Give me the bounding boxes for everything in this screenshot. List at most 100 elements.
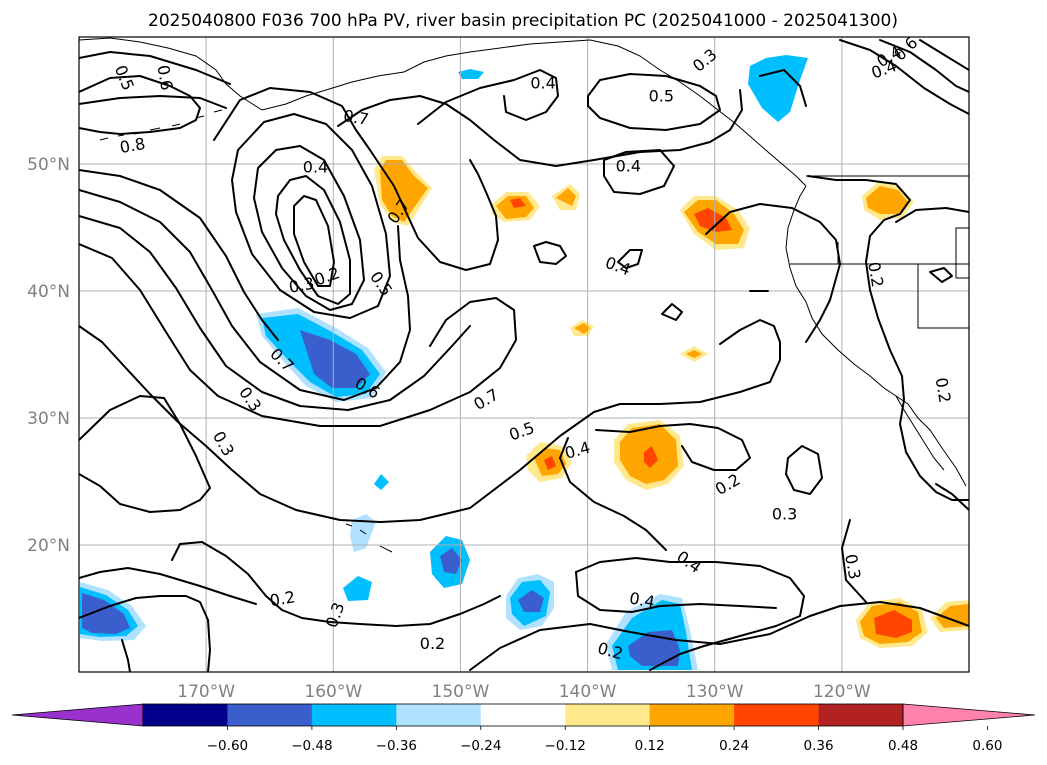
pv-contour — [79, 567, 257, 605]
lat-tick-label: 40°N — [27, 282, 70, 302]
precip-negative-region — [300, 330, 370, 388]
contour-label: 0.7 — [342, 106, 370, 129]
precip-positive-region — [380, 160, 428, 222]
pv-contour — [575, 557, 805, 671]
contour-label: 0.4 — [530, 74, 555, 93]
coastline-alaska — [79, 37, 591, 111]
contour-label-group: 0.4 — [303, 158, 328, 177]
lon-tick-label: 120°W — [813, 682, 871, 702]
precip-positive-region — [556, 188, 576, 206]
contour-label-group: 0.8 — [118, 134, 146, 157]
pv-contour — [879, 39, 969, 93]
precip-negative-region — [518, 590, 544, 612]
pv-contour — [293, 195, 335, 287]
contour-label: 0.2 — [268, 587, 296, 610]
contour-label-group: 0.2 — [932, 376, 955, 404]
pv-contour — [839, 39, 969, 115]
lat-tick-label: 30°N — [27, 409, 70, 429]
pv-contour — [253, 145, 365, 311]
precip-positive-region — [866, 186, 908, 214]
contour-label-group: 0.4 — [616, 156, 641, 175]
coastlines — [79, 37, 969, 553]
pv-contour — [79, 75, 201, 135]
pv-contour — [533, 241, 567, 265]
colorbar-tick-label: 0.12 — [635, 738, 665, 754]
contour-label: 0.6 — [153, 64, 176, 92]
contour-label: 0.3 — [287, 274, 315, 297]
pv-contour — [337, 89, 743, 167]
colorbar-tick-label: −0.60 — [207, 738, 248, 754]
pv-contour — [595, 423, 751, 471]
lon-tick-label: 140°W — [559, 682, 617, 702]
contour-label-group: 0.7 — [342, 106, 370, 129]
precip-negative-region — [748, 55, 808, 122]
contour-label: 0.3 — [772, 504, 797, 523]
contour-label: 0.4 — [628, 589, 656, 612]
contour-label-group: 0.6 — [153, 64, 176, 92]
colorbar-swatch — [565, 704, 650, 726]
pv-contour — [919, 39, 969, 71]
precip-positive-region — [874, 610, 912, 638]
lon-tick-label: 150°W — [432, 682, 490, 702]
pv-contour — [841, 519, 867, 603]
pv-contour — [79, 51, 231, 85]
pv-contour — [785, 445, 823, 495]
contour-label-group: 0.4 — [628, 589, 656, 612]
colorbar-swatch — [227, 704, 313, 726]
pv-contour — [417, 69, 559, 125]
contour-label-group: 0.3 — [841, 553, 864, 581]
pv-contour — [807, 175, 969, 501]
map-background — [79, 37, 969, 672]
pv-contour — [895, 207, 969, 223]
contour-label: 0.4 — [616, 156, 641, 175]
lat-tick-label: 50°N — [27, 155, 70, 175]
pv-contour — [79, 395, 211, 513]
colorbar-swatch — [734, 704, 819, 726]
precip-positive-region — [510, 198, 526, 208]
colorbar-swatch — [143, 704, 228, 726]
pv-contour — [231, 113, 391, 319]
precip-positive-region — [694, 208, 732, 232]
precip-positive-region — [686, 350, 702, 358]
colorbar-tick-label: −0.12 — [545, 738, 586, 754]
precip-negative-region — [350, 514, 376, 552]
contour-label: 0.2 — [864, 260, 887, 288]
colorbar-tick-label: −0.48 — [291, 738, 332, 754]
colorbar-tick-label: 0.48 — [888, 738, 918, 754]
colorbar-frame — [142, 703, 904, 727]
contour-label: 0.4 — [303, 158, 328, 177]
contour-label-group: 0.2 — [268, 587, 296, 610]
pv-contours — [79, 39, 969, 672]
coastline-alaska-panhandle — [589, 39, 807, 187]
precip-negative-region — [343, 576, 372, 601]
colorbar-tick-label: −0.36 — [376, 738, 417, 754]
longitude-ticks: 170°W 160°W 150°W 140°W 130°W 120°W — [177, 682, 871, 702]
pv-contour — [661, 303, 683, 321]
pv-contour — [79, 243, 517, 427]
pv-contour — [171, 541, 501, 627]
contour-label-group: 0.2 — [864, 260, 887, 288]
plot-frame — [78, 36, 970, 673]
colorbar-tick-label: −0.24 — [460, 738, 501, 754]
pv-contour — [759, 69, 807, 107]
colorbar-swatch — [480, 704, 566, 726]
contour-label-group: 0.4 — [530, 74, 555, 93]
coastline-west-coast — [785, 185, 967, 487]
colorbar-swatch — [396, 704, 482, 726]
lon-tick-label: 160°W — [304, 682, 362, 702]
colorbar-tick-label: 0.36 — [804, 738, 834, 754]
pv-contour — [275, 175, 351, 305]
colorbar-swatch — [649, 704, 735, 726]
pv-contour — [79, 169, 279, 341]
precip-negative-region — [458, 69, 484, 79]
precip-negative-region — [82, 593, 130, 634]
pv-contour — [79, 189, 411, 401]
latitude-ticks: 50°N 40°N 30°N 20°N — [27, 155, 70, 556]
lat-tick-label: 20°N — [27, 536, 70, 556]
contour-label: 0.8 — [118, 134, 146, 157]
pv-contour — [929, 267, 953, 283]
colorbar: −0.60 −0.48 −0.36 −0.24 −0.12 0.12 0.24 0.36 0.4… — [11, 703, 1036, 754]
lon-tick-label: 170°W — [177, 682, 235, 702]
pv-contour — [705, 203, 841, 343]
